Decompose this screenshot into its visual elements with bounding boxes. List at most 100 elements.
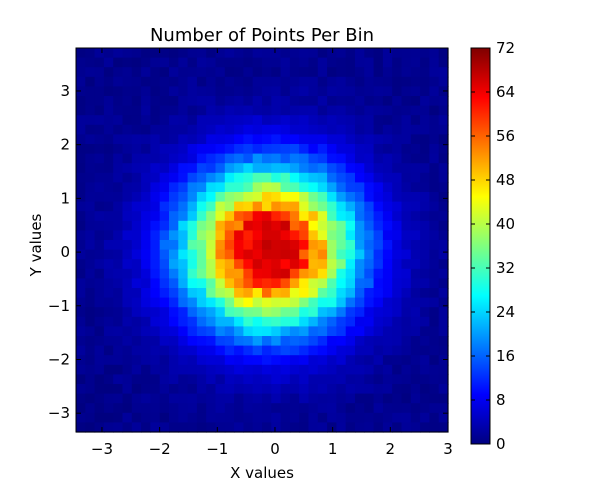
heatmap-cell	[122, 307, 133, 318]
heatmap-cell	[196, 96, 207, 107]
heatmap-cell	[94, 86, 105, 97]
heatmap-cell	[94, 364, 105, 375]
heatmap-cell	[215, 76, 226, 87]
heatmap-cell	[113, 326, 124, 337]
heatmap-cell	[76, 124, 86, 135]
heatmap-cell	[113, 374, 124, 385]
heatmap-cell	[234, 115, 244, 126]
heatmap-cell	[159, 374, 170, 385]
heatmap-cell	[262, 326, 272, 337]
heatmap-cell	[94, 153, 105, 164]
heatmap-cell	[243, 57, 254, 68]
heatmap-cell	[178, 144, 189, 155]
y-tick-label: 1	[60, 189, 70, 207]
heatmap-cell	[410, 288, 421, 299]
heatmap-cell	[308, 240, 319, 251]
heatmap-cell	[327, 316, 337, 327]
heatmap-cell	[215, 364, 226, 375]
heatmap-cell	[401, 201, 412, 212]
heatmap-cell	[150, 163, 161, 174]
heatmap-cell	[336, 249, 347, 260]
heatmap-cell	[364, 201, 375, 212]
heatmap-cell	[382, 86, 393, 97]
heatmap-cell	[355, 374, 365, 385]
heatmap-cell	[327, 144, 337, 155]
heatmap-cell	[169, 249, 179, 260]
heatmap-cell	[150, 172, 161, 183]
heatmap-cell	[271, 412, 282, 423]
heatmap-cell	[392, 288, 403, 299]
heatmap-cell	[392, 182, 403, 193]
heatmap-cell	[327, 288, 337, 299]
heatmap-cell	[327, 278, 337, 289]
heatmap-cell	[355, 345, 365, 356]
heatmap-cell	[364, 422, 375, 433]
heatmap-cell	[336, 192, 347, 203]
heatmap-cell	[76, 192, 86, 203]
heatmap-cell	[206, 211, 217, 222]
heatmap-cell	[85, 268, 96, 279]
heatmap-cell	[336, 240, 347, 251]
heatmap-cell	[85, 67, 96, 78]
heatmap-cell	[169, 115, 179, 126]
heatmap-cell	[252, 307, 263, 318]
heatmap-cell	[382, 364, 393, 375]
heatmap-cell	[364, 268, 375, 279]
heatmap-cell	[187, 268, 198, 279]
heatmap-cell	[178, 374, 189, 385]
heatmap-cell	[94, 57, 105, 68]
heatmap-cell	[355, 240, 365, 251]
heatmap-cell	[76, 336, 86, 347]
heatmap-cell	[280, 374, 291, 385]
heatmap-cell	[299, 76, 310, 87]
heatmap-cell	[262, 288, 272, 299]
heatmap-cell	[206, 192, 217, 203]
heatmap-cell	[187, 48, 198, 59]
heatmap-cell	[94, 76, 105, 87]
heatmap-cell	[76, 220, 86, 231]
heatmap-cell	[224, 96, 235, 107]
heatmap-cell	[392, 278, 403, 289]
heatmap-cell	[401, 57, 412, 68]
heatmap-cell	[280, 336, 291, 347]
heatmap-cell	[131, 57, 142, 68]
heatmap-cell	[382, 211, 393, 222]
heatmap-cell	[364, 96, 375, 107]
heatmap-cell	[85, 57, 96, 68]
heatmap-cell	[355, 412, 365, 423]
y-tick-label: 2	[60, 136, 70, 154]
heatmap-cell	[317, 144, 328, 155]
heatmap-cell	[271, 268, 282, 279]
heatmap-cell	[224, 211, 235, 222]
heatmap-cell	[187, 336, 198, 347]
heatmap-cell	[178, 345, 189, 356]
heatmap-cell	[327, 364, 337, 375]
heatmap-cell	[234, 345, 244, 356]
heatmap-cell	[410, 220, 421, 231]
heatmap-cell	[392, 48, 403, 59]
heatmap-cell	[215, 336, 226, 347]
heatmap-cell	[299, 240, 310, 251]
heatmap-cell	[364, 384, 375, 395]
heatmap-cell	[438, 67, 449, 78]
heatmap-cell	[122, 374, 133, 385]
heatmap-cell	[345, 230, 356, 241]
heatmap-cell	[169, 422, 179, 433]
heatmap-cell	[280, 211, 291, 222]
heatmap-cell	[122, 144, 133, 155]
heatmap-cell	[373, 192, 384, 203]
heatmap-cell	[113, 403, 124, 414]
heatmap-cell	[159, 48, 170, 59]
heatmap-cell	[410, 297, 421, 308]
heatmap-cell	[401, 307, 412, 318]
heatmap-cell	[392, 297, 403, 308]
heatmap-cell	[271, 76, 282, 87]
heatmap-cell	[178, 48, 189, 59]
heatmap-cell	[392, 134, 403, 145]
heatmap-cell	[345, 364, 356, 375]
heatmap-cell	[271, 57, 282, 68]
heatmap-cell	[150, 67, 161, 78]
heatmap-cell	[280, 67, 291, 78]
heatmap-cell	[234, 403, 244, 414]
